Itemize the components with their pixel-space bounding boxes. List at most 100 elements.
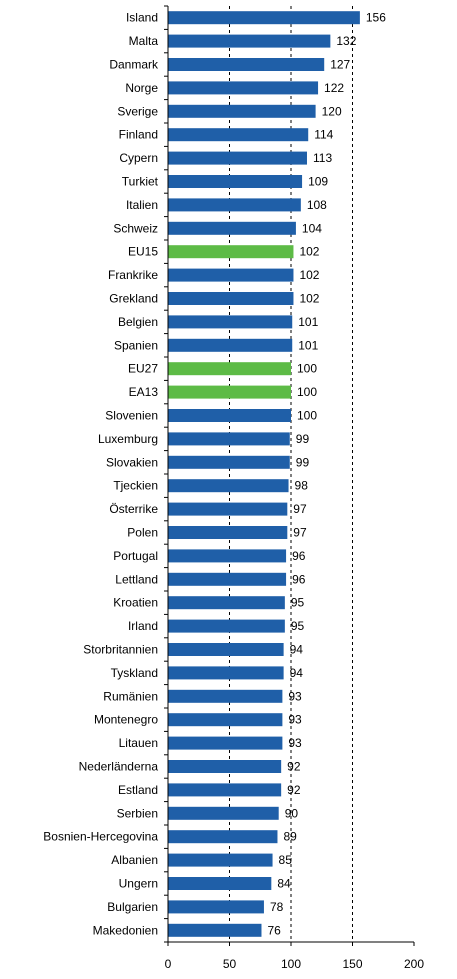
- category-label-island: Island: [126, 11, 158, 25]
- category-label-montenegro: Montenegro: [94, 713, 158, 727]
- value-label-tyskland: 94: [290, 666, 304, 680]
- value-label-finland: 114: [314, 128, 333, 142]
- category-label-bulgarien: Bulgarien: [107, 900, 158, 914]
- bar-island: [168, 11, 360, 25]
- value-labels: 156 132 127 122 120 114 113 109 108 104 102 102 102 1…: [267, 11, 386, 938]
- value-label-belgien: 101: [298, 315, 318, 329]
- category-label-slovakien: Slovakien: [106, 455, 158, 469]
- bar-polen: [168, 526, 288, 539]
- value-label-portugal: 96: [292, 549, 306, 563]
- bar-schweiz: [168, 221, 296, 235]
- value-label-albanien: 85: [279, 853, 293, 867]
- category-label-bosnien-hercegovina: Bosnien-Hercegovina: [43, 830, 158, 844]
- bar-irland: [168, 619, 285, 633]
- value-label-ungern: 84: [277, 877, 291, 891]
- bar-portugal: [168, 549, 287, 563]
- value-label-frankrike: 102: [299, 268, 319, 282]
- bar-frankrike: [168, 268, 294, 282]
- bar-slovakien: [168, 455, 290, 469]
- category-label-litauen: Litauen: [119, 736, 158, 750]
- bar-cypern: [168, 151, 307, 165]
- value-label-irland: 95: [291, 619, 305, 633]
- category-label-makedonien: Makedonien: [93, 923, 158, 937]
- bar-bosnien-hercegovina: [168, 830, 278, 844]
- x-tick-label-50: 50: [223, 957, 237, 971]
- bar-montenegro: [168, 713, 283, 727]
- value-label-montenegro: 93: [288, 713, 302, 727]
- category-label-frankrike: Frankrike: [108, 268, 158, 282]
- category-label-italien: Italien: [126, 198, 158, 212]
- value-label-tjeckien: 98: [295, 479, 309, 493]
- bar-estland: [168, 783, 282, 797]
- bar-malta: [168, 34, 331, 48]
- category-label-malta: Malta: [129, 34, 159, 48]
- category-label-österrike: Österrike: [109, 502, 158, 516]
- bar-lettland: [168, 572, 287, 586]
- value-label-nederländerna: 92: [287, 760, 301, 774]
- value-label-polen: 97: [293, 526, 307, 540]
- value-label-österrike: 97: [293, 502, 307, 516]
- value-label-bulgarien: 78: [270, 900, 284, 914]
- category-label-spanien: Spanien: [114, 338, 158, 352]
- category-label-portugal: Portugal: [113, 549, 158, 563]
- category-label-ea13: EA13: [129, 385, 159, 399]
- gridlines: [229, 6, 353, 942]
- bar-finland: [168, 128, 309, 142]
- category-label-danmark: Danmark: [109, 58, 159, 72]
- value-label-lettland: 96: [292, 572, 306, 586]
- bar-albanien: [168, 853, 273, 867]
- x-tick-label-100: 100: [281, 957, 301, 971]
- bar-italien: [168, 198, 301, 212]
- category-label-storbritannien: Storbritannien: [83, 643, 158, 657]
- bar-rumänien: [168, 689, 283, 703]
- value-label-eu15: 102: [299, 245, 319, 259]
- bar-tyskland: [168, 666, 284, 680]
- bar-norge: [168, 81, 319, 95]
- value-label-makedonien: 76: [267, 923, 281, 937]
- category-label-rumänien: Rumänien: [103, 689, 158, 703]
- bar-belgien: [168, 315, 293, 329]
- category-label-turkiet: Turkiet: [122, 175, 159, 189]
- value-label-danmark: 127: [330, 58, 350, 72]
- value-label-spanien: 101: [298, 338, 318, 352]
- value-label-bosnien-hercegovina: 89: [283, 830, 297, 844]
- bar-slovenien: [168, 409, 291, 422]
- category-label-eu15: EU15: [128, 245, 158, 259]
- value-label-litauen: 93: [288, 736, 302, 750]
- value-label-island: 156: [366, 11, 386, 25]
- bar-kroatien: [168, 596, 285, 610]
- bar-litauen: [168, 736, 283, 750]
- category-label-grekland: Grekland: [109, 292, 158, 306]
- category-label-schweiz: Schweiz: [113, 221, 158, 235]
- category-label-belgien: Belgien: [118, 315, 158, 329]
- value-label-ea13: 100: [297, 385, 317, 399]
- value-label-slovenien: 100: [297, 409, 317, 423]
- value-label-storbritannien: 94: [290, 643, 304, 657]
- category-label-lettland: Lettland: [115, 572, 158, 586]
- value-label-cypern: 113: [313, 151, 332, 165]
- bar-makedonien: [168, 923, 262, 937]
- bar-nederländerna: [168, 760, 282, 773]
- bar-serbien: [168, 806, 279, 820]
- value-label-estland: 92: [287, 783, 301, 797]
- category-label-luxemburg: Luxemburg: [98, 432, 158, 446]
- bar-ea13: [168, 385, 291, 399]
- category-label-kroatien: Kroatien: [113, 596, 158, 610]
- category-label-sverige: Sverige: [117, 104, 158, 118]
- bar-sverige: [168, 104, 316, 118]
- bar-grekland: [168, 292, 294, 305]
- x-tick-label-0: 0: [165, 957, 172, 971]
- value-label-turkiet: 109: [308, 175, 328, 189]
- bar-ungern: [168, 877, 272, 890]
- value-label-serbien: 90: [285, 806, 299, 820]
- category-label-eu27: EU27: [128, 362, 158, 376]
- bar-storbritannien: [168, 643, 284, 656]
- bar-spanien: [168, 338, 293, 352]
- bars: [168, 11, 360, 937]
- category-label-cypern: Cypern: [119, 151, 158, 165]
- category-label-serbien: Serbien: [117, 806, 158, 820]
- x-tick-label-200: 200: [404, 957, 424, 971]
- bar-tjeckien: [168, 479, 289, 493]
- x-tick-label-150: 150: [342, 957, 362, 971]
